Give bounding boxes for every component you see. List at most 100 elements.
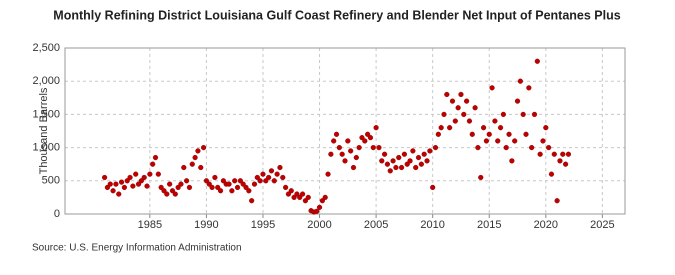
data-point: [529, 145, 535, 151]
data-point: [520, 111, 526, 118]
data-point: [274, 171, 280, 177]
x-tick-label: 2005: [364, 219, 388, 231]
data-point: [116, 191, 122, 197]
data-point: [336, 145, 342, 151]
data-point: [226, 181, 232, 187]
data-point: [152, 154, 159, 161]
data-point: [415, 154, 422, 161]
data-point: [271, 178, 277, 184]
data-point: [461, 111, 467, 118]
data-point: [297, 194, 303, 201]
data-point: [254, 174, 260, 181]
data-point: [144, 183, 150, 189]
data-point: [220, 178, 226, 184]
data-point: [472, 105, 478, 111]
data-point: [246, 188, 252, 194]
data-point: [322, 194, 328, 201]
x-tick-label: 1995: [251, 219, 275, 231]
data-point: [449, 98, 456, 104]
data-point: [379, 158, 385, 164]
data-point: [316, 204, 323, 210]
data-point: [458, 91, 464, 98]
data-point: [430, 184, 436, 191]
data-point: [418, 161, 424, 167]
data-point: [130, 183, 136, 189]
x-tick-label: 1985: [138, 219, 162, 231]
data-point: [452, 118, 458, 124]
y-axis-label: Thousand Barrels: [38, 87, 50, 174]
data-point: [362, 138, 368, 144]
data-point: [384, 161, 391, 167]
y-tick-label: 1,000: [32, 142, 60, 154]
data-point: [104, 184, 111, 191]
data-point: [121, 184, 127, 191]
data-point: [198, 164, 204, 171]
data-point: [455, 105, 461, 111]
data-point: [240, 181, 246, 187]
data-point: [410, 148, 416, 154]
data-point: [172, 191, 178, 197]
data-point: [376, 145, 382, 151]
data-point: [407, 158, 413, 164]
data-point: [339, 151, 345, 157]
data-point: [232, 178, 238, 184]
y-tick-label: 2,000: [32, 75, 60, 87]
data-point: [249, 198, 255, 204]
data-point: [319, 198, 325, 204]
data-point: [175, 184, 181, 191]
data-point: [280, 174, 286, 181]
data-point: [237, 178, 243, 184]
data-point: [469, 131, 475, 137]
data-point: [427, 148, 433, 154]
data-point: [517, 78, 523, 84]
data-point: [492, 118, 498, 124]
data-point: [503, 145, 509, 151]
y-tick-label: 2,500: [32, 42, 60, 54]
data-point: [184, 178, 190, 184]
x-tick-label: 2015: [477, 219, 501, 231]
data-point: [277, 164, 283, 171]
data-point: [268, 168, 275, 174]
data-point: [348, 148, 354, 154]
data-point: [135, 181, 142, 187]
chart-title: Monthly Refining District Louisiana Gulf…: [53, 8, 620, 22]
data-point: [413, 164, 419, 171]
data-point: [147, 171, 153, 177]
data-point: [110, 188, 116, 194]
data-point: [206, 181, 212, 187]
data-point: [328, 151, 334, 157]
data-point: [342, 158, 348, 164]
data-point: [294, 191, 300, 197]
data-point: [565, 151, 572, 157]
data-point: [209, 184, 215, 191]
data-point: [325, 171, 331, 177]
x-tick-label: 1990: [194, 219, 218, 231]
plot-frame: [64, 47, 626, 215]
data-point: [345, 138, 351, 144]
data-point: [350, 164, 357, 171]
data-point: [560, 151, 566, 157]
data-point: [356, 145, 362, 151]
data-point: [192, 154, 198, 161]
data-point: [480, 125, 487, 131]
data-point: [489, 85, 495, 91]
x-tick-label: 2010: [420, 219, 444, 231]
data-point: [155, 171, 161, 177]
data-point: [537, 151, 543, 157]
data-point: [288, 188, 294, 194]
data-point: [548, 171, 555, 177]
data-point: [124, 178, 130, 184]
data-point: [546, 145, 552, 151]
data-point: [113, 181, 119, 187]
data-point: [243, 184, 249, 191]
data-point: [396, 154, 402, 161]
data-point: [305, 194, 311, 201]
data-point: [217, 188, 224, 194]
data-point: [367, 135, 374, 141]
data-point: [167, 181, 173, 187]
data-point: [133, 171, 139, 177]
data-point: [421, 151, 427, 157]
data-point: [435, 131, 441, 137]
data-point: [387, 168, 393, 174]
